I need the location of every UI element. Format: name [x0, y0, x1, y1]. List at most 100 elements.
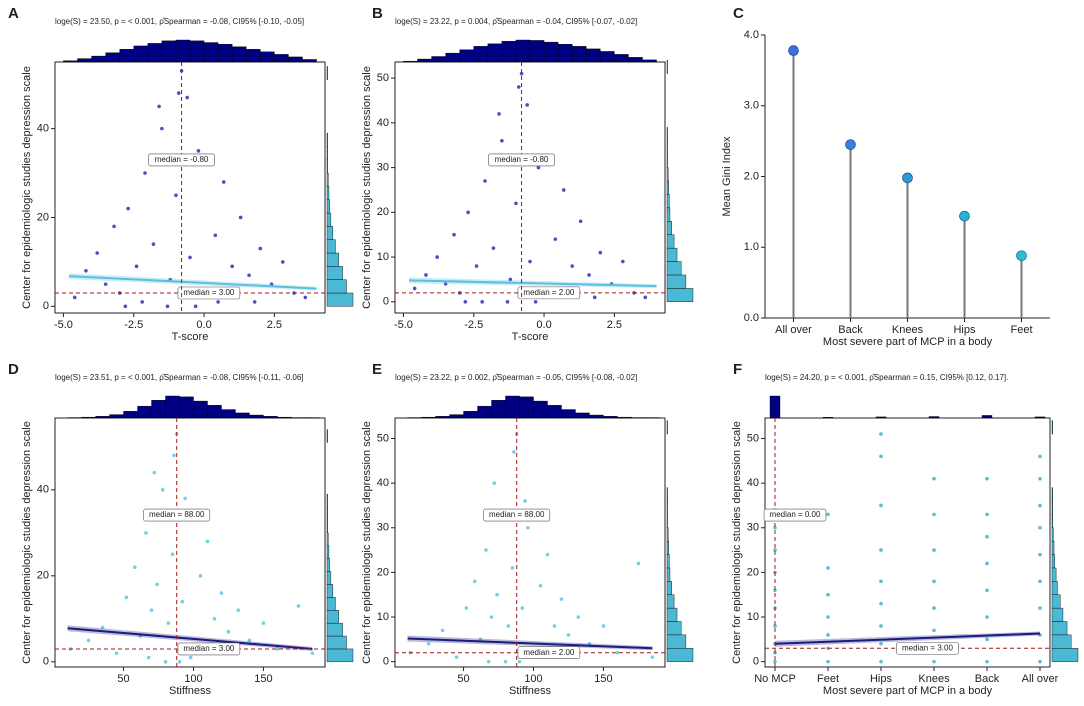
- x-tick-label: 50: [457, 673, 469, 685]
- point: [484, 548, 488, 552]
- fit-line: [69, 275, 317, 290]
- point: [176, 91, 181, 95]
- y-tick-label: 30: [747, 522, 759, 534]
- y-tick-label: 0: [43, 300, 49, 312]
- point: [84, 268, 88, 273]
- y-tick-label: 0: [753, 656, 759, 668]
- lollipop-head: [902, 172, 913, 184]
- top-hist-bar: [246, 49, 261, 63]
- fit-line: [774, 632, 1041, 645]
- point: [506, 624, 511, 628]
- point: [826, 592, 830, 597]
- point: [826, 615, 830, 619]
- point: [643, 295, 648, 300]
- point: [598, 250, 603, 255]
- top-hist-bar: [491, 400, 506, 419]
- top-hist-bar: [519, 396, 534, 419]
- point: [424, 273, 428, 277]
- y-axis-label: Center for epidemiologic studies depress…: [21, 66, 33, 309]
- y-tick-label: 50: [377, 72, 389, 84]
- point: [112, 224, 116, 229]
- x-tick-label: Hips: [870, 673, 893, 685]
- point: [932, 512, 936, 517]
- y-tick-label: 50: [747, 432, 759, 444]
- point: [523, 499, 527, 503]
- top-hist-bar: [589, 414, 604, 419]
- right-hist-bar: [666, 500, 668, 515]
- panel-letter: A: [8, 5, 19, 22]
- point: [160, 126, 164, 131]
- point: [615, 650, 620, 655]
- point: [296, 604, 301, 608]
- x-median-label-box: [763, 508, 827, 522]
- point: [149, 608, 154, 613]
- point: [478, 637, 483, 642]
- point: [985, 659, 989, 664]
- point: [773, 588, 777, 593]
- top-hist-bar: [207, 405, 222, 419]
- top-hist-bar: [81, 416, 96, 419]
- point: [879, 432, 883, 436]
- x-tick-label: 0.0: [196, 319, 211, 331]
- right-hist-bar: [666, 581, 672, 595]
- top-hist-bar: [557, 44, 573, 63]
- top-hist-bar: [628, 57, 643, 63]
- point: [474, 264, 479, 268]
- right-hist-bar: [666, 288, 694, 303]
- top-hist-bar: [63, 60, 78, 63]
- right-hist-bar: [666, 274, 687, 289]
- right-hist-bar: [666, 527, 669, 542]
- top-hist-bar: [123, 411, 138, 419]
- point: [879, 503, 883, 508]
- x-tick-label: 150: [594, 673, 612, 685]
- right-hist-bar: [326, 239, 336, 254]
- y-median-label-box: [177, 286, 241, 300]
- point: [826, 659, 830, 664]
- right-hist-bar: [666, 594, 675, 609]
- right-hist-bar: [326, 186, 330, 200]
- right-hist-bar: [666, 140, 668, 155]
- point: [454, 655, 459, 659]
- x-tick-label: 2.5: [607, 319, 622, 331]
- point: [114, 651, 119, 656]
- top-hist-bar: [617, 416, 632, 419]
- x-axis-label: Stiffness: [509, 685, 551, 697]
- top-hist-bar: [487, 43, 503, 63]
- x-tick-label: Knees: [892, 324, 924, 336]
- top-hist-bar: [1034, 416, 1046, 419]
- point: [512, 450, 516, 454]
- point: [146, 655, 151, 660]
- point: [505, 300, 510, 304]
- y-tick-label: 20: [747, 566, 759, 578]
- top-hist-bar: [586, 48, 601, 63]
- top-hist-bar: [529, 40, 545, 63]
- y-median-label-box: [517, 646, 581, 660]
- right-hist-bar: [666, 621, 682, 636]
- point: [985, 512, 989, 517]
- point: [160, 488, 165, 492]
- top-hist-bar: [77, 58, 92, 63]
- plot-frame: [764, 417, 1051, 668]
- top-hist-bar: [435, 416, 450, 419]
- point: [587, 273, 591, 277]
- lollipop-head: [959, 210, 970, 222]
- point: [570, 264, 574, 268]
- right-hist-bar: [326, 584, 334, 598]
- y-tick-label: 20: [377, 206, 389, 218]
- top-hist-bar: [217, 44, 233, 63]
- point: [213, 233, 218, 238]
- point: [143, 171, 147, 175]
- point: [516, 85, 521, 89]
- y-tick-label: 50: [377, 432, 389, 444]
- x-median-label-box: [488, 153, 555, 167]
- point: [932, 579, 936, 584]
- point: [561, 188, 566, 192]
- y-tick-label: 10: [377, 611, 389, 623]
- point: [1038, 503, 1042, 508]
- right-hist-bar: [1051, 634, 1072, 649]
- right-hist-bar: [1051, 607, 1064, 622]
- point: [219, 591, 224, 595]
- right-hist-bar: [666, 153, 668, 168]
- subtitle: loge(S) = 23.50, p = < 0.001, ρ̂Spearman…: [55, 17, 304, 26]
